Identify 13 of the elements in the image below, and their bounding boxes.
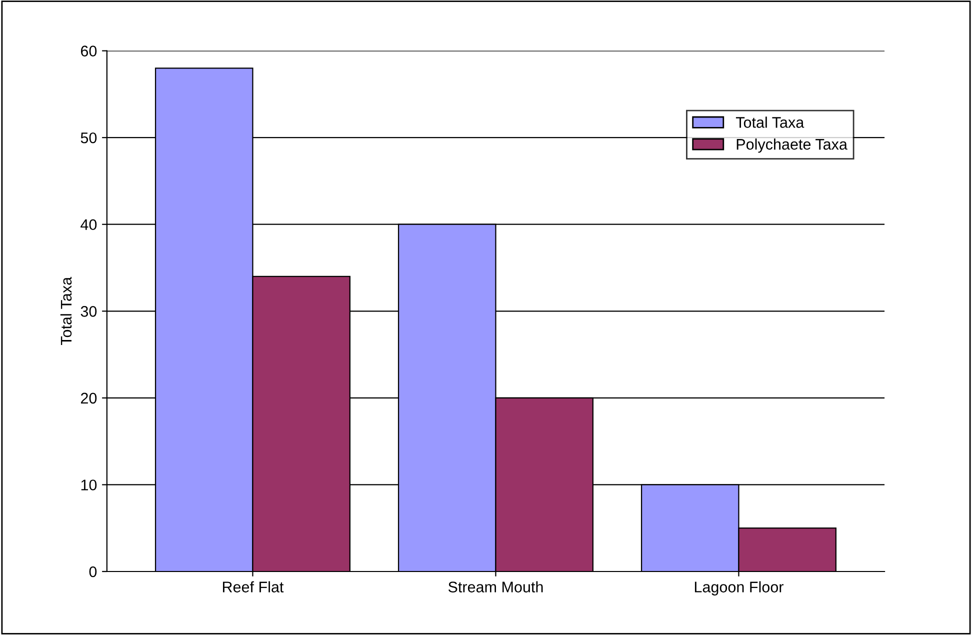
y-tick-label: 40 xyxy=(80,219,97,230)
y-tick-label: 20 xyxy=(80,392,97,404)
y-tick-label: 60 xyxy=(80,46,97,56)
y-axis-title: Total Taxa xyxy=(60,276,72,346)
legend-label: Total Taxa xyxy=(736,116,804,128)
x-tick-label: Reef Flat xyxy=(222,581,284,592)
x-tick-label: Stream Mouth xyxy=(448,581,543,592)
x-tick-label: Lagoon Floor xyxy=(694,581,784,596)
y-tick-label: 30 xyxy=(80,306,97,317)
y-tick-label: 10 xyxy=(81,480,97,490)
y-tick-label: 0 xyxy=(89,566,97,578)
y-tick-label: 50 xyxy=(80,132,97,144)
legend-label: Polychaete Taxa xyxy=(736,138,848,153)
